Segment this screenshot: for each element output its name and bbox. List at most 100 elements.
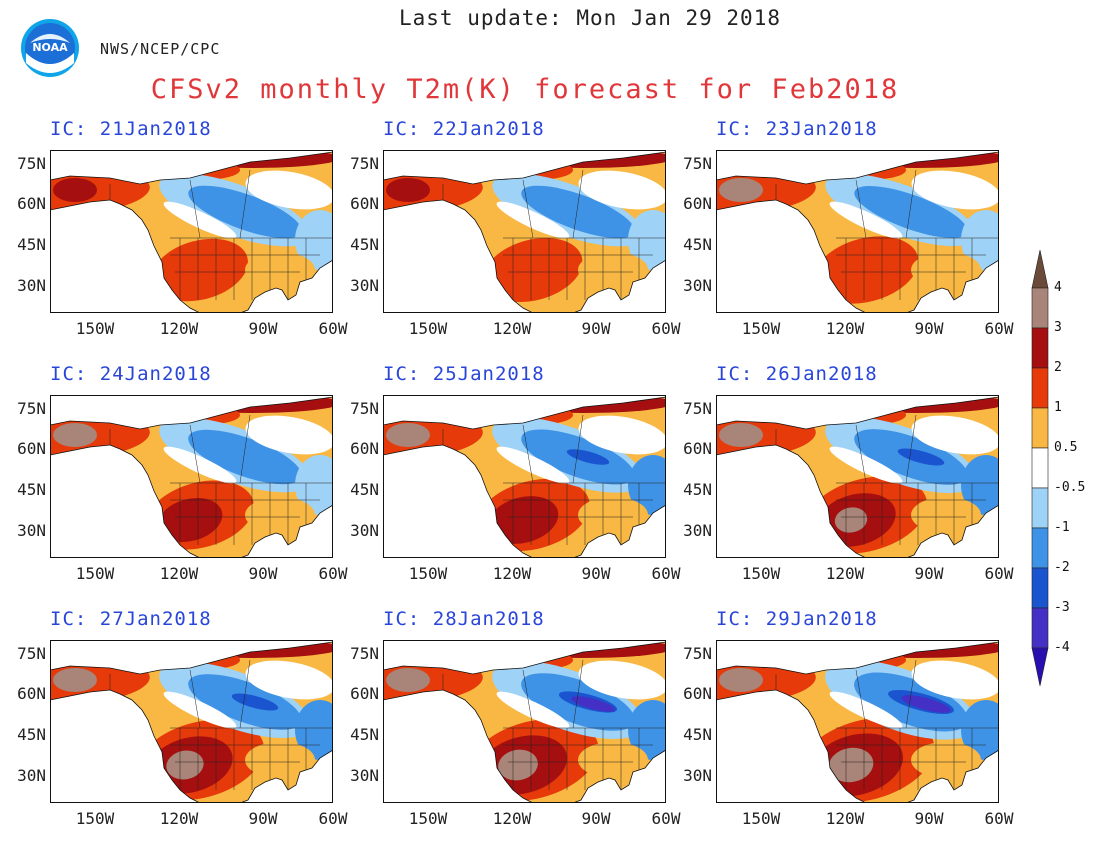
lat-tick-label: 60N	[17, 684, 46, 703]
colorbar-segment	[1031, 407, 1049, 449]
forecast-map-panel	[50, 395, 333, 558]
panel-ic-label: IC: 22Jan2018	[383, 118, 545, 140]
lat-tick-label: 75N	[683, 399, 712, 418]
lon-tick-label: 150W	[75, 319, 115, 338]
lon-tick-label: 60W	[984, 319, 1014, 338]
colorbar-segment	[1031, 607, 1049, 649]
lat-tick-label: 45N	[17, 235, 46, 254]
lat-tick-label: 30N	[350, 276, 379, 295]
lat-tick-label: 30N	[683, 766, 712, 785]
colorbar-segment	[1031, 287, 1049, 329]
lat-tick-label: 60N	[683, 684, 712, 703]
forecast-map-panel	[383, 150, 666, 313]
lon-tick-label: 60W	[318, 809, 348, 828]
panel-ic-label: IC: 27Jan2018	[50, 608, 212, 630]
lon-tick-label: 150W	[741, 809, 781, 828]
colorbar-label: -0.5	[1054, 480, 1086, 495]
colorbar-label: 3	[1054, 320, 1062, 335]
lon-tick-label: 60W	[651, 319, 681, 338]
lat-tick-label: 60N	[683, 194, 712, 213]
lon-tick-label: 90W	[248, 809, 278, 828]
panel-ic-label: IC: 29Jan2018	[716, 608, 878, 630]
colorbar: 4 3 2 1 0.5 -0.5 -1 -2 -3 -4	[1020, 249, 1100, 710]
panel-ic-label: IC: 24Jan2018	[50, 363, 212, 385]
colorbar-segment	[1031, 249, 1049, 289]
lat-tick-label: 60N	[683, 439, 712, 458]
lon-tick-label: 90W	[914, 809, 944, 828]
lat-tick-label: 30N	[350, 521, 379, 540]
colorbar-segment	[1031, 447, 1049, 489]
org-text: NWS/NCEP/CPC	[100, 40, 221, 58]
forecast-map-panel	[383, 640, 666, 803]
colorbar-label: 4	[1054, 280, 1062, 295]
lon-tick-label: 90W	[914, 319, 944, 338]
panel-ic-label: IC: 26Jan2018	[716, 363, 878, 385]
lat-tick-label: 45N	[683, 725, 712, 744]
lat-tick-label: 45N	[350, 480, 379, 499]
lat-tick-label: 75N	[350, 644, 379, 663]
forecast-map-panel	[716, 395, 999, 558]
colorbar-segment	[1031, 567, 1049, 609]
lat-tick-label: 75N	[350, 399, 379, 418]
lon-tick-label: 120W	[825, 564, 865, 583]
lat-tick-label: 45N	[350, 235, 379, 254]
forecast-map-panel	[50, 150, 333, 313]
colorbar-label: 0.5	[1054, 440, 1078, 455]
lat-tick-label: 30N	[350, 766, 379, 785]
lat-tick-label: 75N	[683, 644, 712, 663]
colorbar-segment	[1031, 487, 1049, 529]
lat-tick-label: 75N	[350, 154, 379, 173]
lat-tick-label: 45N	[350, 725, 379, 744]
colorbar-label: -3	[1054, 600, 1070, 615]
lon-tick-label: 120W	[159, 564, 199, 583]
lat-tick-label: 60N	[350, 684, 379, 703]
lat-tick-label: 30N	[683, 521, 712, 540]
colorbar-segment	[1031, 527, 1049, 569]
figure-title: CFSv2 monthly T2m(K) forecast for Feb201…	[150, 74, 900, 105]
colorbar-segment	[1031, 367, 1049, 409]
lat-tick-label: 45N	[683, 480, 712, 499]
forecast-map-panel	[716, 640, 999, 803]
lat-tick-label: 75N	[17, 644, 46, 663]
lon-tick-label: 90W	[248, 564, 278, 583]
lon-tick-label: 60W	[651, 809, 681, 828]
lon-tick-label: 150W	[408, 564, 448, 583]
lat-tick-label: 60N	[17, 439, 46, 458]
colorbar-label: -2	[1054, 560, 1070, 575]
lon-tick-label: 120W	[492, 809, 532, 828]
colorbar-label: 1	[1054, 400, 1062, 415]
forecast-map-panel	[383, 395, 666, 558]
colorbar-label: -1	[1054, 520, 1070, 535]
colorbar-segment	[1031, 327, 1049, 369]
lon-tick-label: 60W	[318, 564, 348, 583]
logo-text: NOAA	[32, 41, 68, 54]
lon-tick-label: 120W	[492, 564, 532, 583]
lat-tick-label: 30N	[17, 276, 46, 295]
lat-tick-label: 30N	[17, 766, 46, 785]
lat-tick-label: 30N	[17, 521, 46, 540]
lon-tick-label: 90W	[248, 319, 278, 338]
lon-tick-label: 150W	[75, 809, 115, 828]
lon-tick-label: 150W	[741, 564, 781, 583]
lon-tick-label: 120W	[492, 319, 532, 338]
lat-tick-label: 60N	[350, 439, 379, 458]
lon-tick-label: 120W	[825, 809, 865, 828]
lat-tick-label: 60N	[17, 194, 46, 213]
lon-tick-label: 90W	[581, 564, 611, 583]
lon-tick-label: 60W	[984, 564, 1014, 583]
lat-tick-label: 75N	[17, 154, 46, 173]
lon-tick-label: 150W	[408, 809, 448, 828]
forecast-map-panel	[716, 150, 999, 313]
lon-tick-label: 150W	[741, 319, 781, 338]
lon-tick-label: 120W	[159, 319, 199, 338]
lon-tick-label: 90W	[581, 809, 611, 828]
lon-tick-label: 150W	[408, 319, 448, 338]
forecast-map-panel	[50, 640, 333, 803]
lat-tick-label: 60N	[350, 194, 379, 213]
lon-tick-label: 90W	[914, 564, 944, 583]
lat-tick-label: 45N	[683, 235, 712, 254]
lon-tick-label: 120W	[825, 319, 865, 338]
panel-ic-label: IC: 25Jan2018	[383, 363, 545, 385]
lat-tick-label: 45N	[17, 725, 46, 744]
